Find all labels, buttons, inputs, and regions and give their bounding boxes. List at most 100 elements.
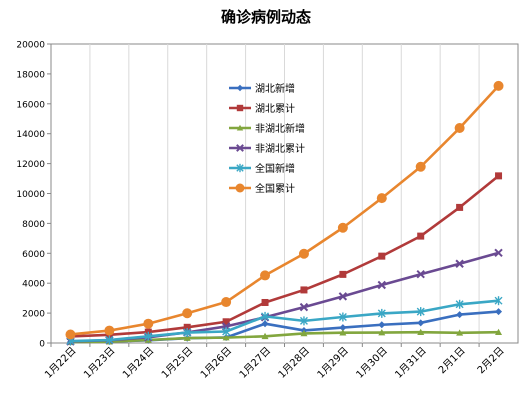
x-tick-label: 1月22日 — [42, 345, 78, 381]
data-point — [298, 248, 309, 259]
data-point — [378, 252, 386, 260]
data-point — [104, 325, 115, 336]
legend-label: 全国新增 — [255, 162, 295, 175]
data-point — [260, 270, 271, 281]
legend-item: 湖北新增 — [229, 82, 295, 95]
legend-marker — [236, 124, 244, 131]
data-point — [416, 307, 425, 317]
data-point — [222, 326, 231, 336]
data-point — [337, 222, 348, 233]
legend-item: 全国累计 — [229, 182, 295, 195]
data-point — [105, 335, 114, 345]
data-point — [261, 320, 269, 328]
legend-label: 湖北新增 — [255, 82, 295, 95]
legend-item: 湖北累计 — [229, 102, 295, 115]
data-point — [456, 311, 464, 319]
data-point — [143, 318, 154, 329]
x-tick-label: 1月28日 — [276, 345, 312, 381]
data-point — [415, 161, 426, 172]
data-point — [144, 331, 153, 341]
data-point — [299, 302, 309, 312]
data-point — [300, 329, 308, 337]
data-point — [183, 334, 191, 341]
legend-marker — [236, 144, 244, 152]
data-point — [221, 297, 232, 308]
data-point — [417, 232, 425, 240]
data-point — [339, 270, 347, 278]
y-tick-label: 10000 — [16, 190, 45, 200]
data-point — [339, 324, 347, 332]
data-point — [376, 193, 387, 204]
y-tick-label: 0 — [39, 340, 45, 350]
x-tick-label: 1月27日 — [237, 345, 273, 381]
data-point — [495, 308, 503, 316]
legend-item: 全国新增 — [229, 162, 295, 175]
data-point — [455, 299, 464, 309]
series-line — [70, 174, 500, 338]
series-line — [70, 84, 500, 336]
x-tick-label: 1月24日 — [120, 345, 156, 381]
data-point — [222, 318, 230, 326]
x-tick-label: 1月26日 — [198, 345, 234, 381]
x-tick-label: 1月29日 — [315, 345, 351, 381]
legend-item: 非湖北累计 — [229, 142, 305, 155]
legend-marker — [236, 163, 244, 173]
data-point — [182, 308, 193, 319]
data-point — [378, 321, 386, 329]
y-tick-label: 16000 — [16, 100, 45, 110]
series-line — [70, 330, 499, 344]
series-line — [70, 299, 499, 343]
y-tick-label: 6000 — [22, 250, 45, 260]
y-tick-label: 4000 — [22, 280, 45, 290]
legend-label: 湖北累计 — [255, 102, 295, 115]
data-point — [493, 80, 504, 91]
legend-label: 非湖北新增 — [255, 122, 305, 135]
data-point — [261, 311, 270, 321]
data-point — [417, 319, 425, 327]
y-tick-label: 18000 — [16, 70, 45, 80]
legend-marker — [236, 104, 244, 112]
series-layer — [65, 80, 504, 346]
data-point — [183, 328, 192, 338]
chart-title: 确诊病例动态 — [221, 8, 311, 26]
data-point — [338, 312, 347, 322]
data-point — [456, 203, 464, 211]
data-point — [494, 248, 503, 258]
y-tick-label: 2000 — [22, 310, 45, 320]
data-point — [377, 308, 386, 318]
grid-layer — [89, 44, 480, 343]
y-tick-label: 12000 — [16, 160, 45, 170]
data-point — [417, 328, 425, 336]
x-tick-label: 2月2日 — [475, 345, 507, 377]
series-6 — [65, 80, 504, 340]
y-tick-label: 20000 — [16, 41, 45, 51]
data-point — [65, 329, 76, 340]
data-point — [222, 334, 230, 341]
x-tick-label: 2月1日 — [436, 345, 468, 377]
data-point — [183, 323, 191, 331]
legend-label: 非湖北累计 — [255, 142, 305, 155]
data-point — [377, 280, 386, 290]
legend-label: 全国累计 — [255, 182, 295, 195]
data-point — [261, 298, 269, 306]
data-point — [495, 328, 503, 336]
data-point — [338, 292, 348, 301]
data-point — [299, 316, 308, 326]
data-point — [378, 329, 386, 336]
data-point — [339, 329, 347, 336]
data-point — [456, 329, 464, 336]
data-point — [455, 259, 464, 268]
data-point — [454, 123, 465, 134]
legend-item: 非湖北新增 — [229, 122, 305, 135]
x-tick-label: 1月23日 — [81, 345, 117, 381]
x-tick-label: 1月25日 — [159, 345, 195, 381]
data-point — [494, 296, 503, 306]
data-point — [416, 270, 425, 279]
x-tick-label: 1月31日 — [393, 345, 429, 381]
data-point — [495, 172, 503, 180]
data-point — [300, 286, 308, 294]
legend-marker — [235, 183, 245, 193]
data-point — [261, 332, 269, 340]
